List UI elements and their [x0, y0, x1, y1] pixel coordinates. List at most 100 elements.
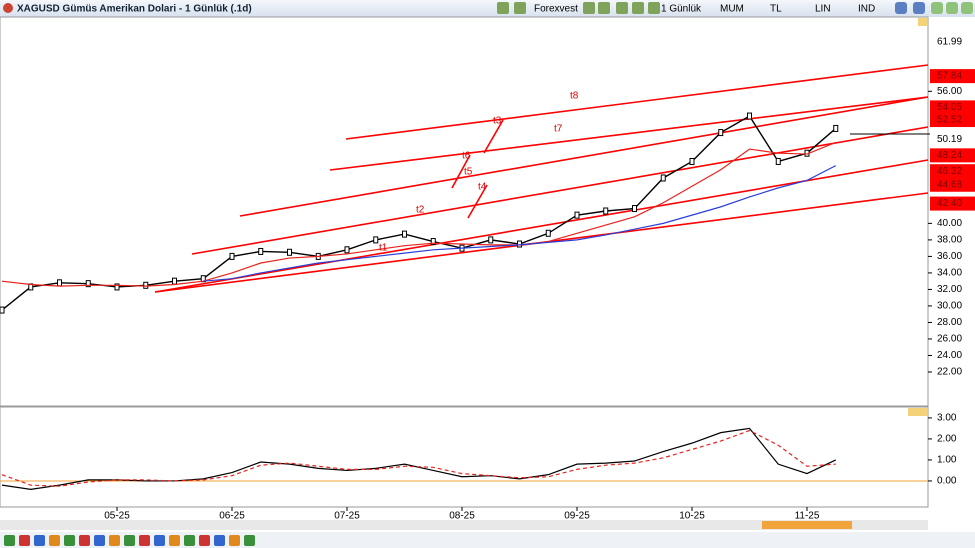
tool-icon[interactable] [583, 2, 595, 14]
candle [775, 157, 781, 165]
candle [545, 229, 551, 237]
toolbar-icon[interactable] [244, 535, 255, 546]
price-level-label: 46.32 [937, 166, 962, 177]
series-line [1, 429, 836, 487]
candle [373, 236, 379, 244]
tool-icon[interactable] [598, 2, 610, 14]
tool-icon[interactable] [632, 2, 644, 14]
candle [689, 157, 695, 165]
trend-label: t5 [464, 167, 473, 178]
trend-label: t6 [462, 151, 471, 162]
price-level-label: 44.68 [937, 179, 962, 190]
x-tick-label: 08-25 [449, 511, 475, 522]
bottom-toolbar [0, 532, 975, 548]
toolbar-item[interactable]: LIN [815, 4, 831, 15]
toolbar-icon[interactable] [34, 535, 45, 546]
tool-icon[interactable] [961, 2, 973, 14]
oscillator-panel [0, 406, 929, 508]
candle [344, 246, 350, 254]
tool-icon[interactable] [913, 2, 925, 14]
candle [488, 236, 494, 244]
toolbar-item[interactable]: MUM [720, 4, 744, 15]
price-level-box [930, 148, 975, 163]
trend-label: t3 [493, 116, 502, 127]
y-tick-label: 3.00 [937, 413, 957, 424]
toolbar-item[interactable]: Forexvest [534, 4, 578, 15]
title-bar [0, 0, 975, 17]
toolbar-icon[interactable] [184, 535, 195, 546]
y-tick-label: 28.00 [937, 317, 962, 328]
price-level-label: 57.84 [937, 71, 962, 82]
price-level-box [930, 100, 975, 115]
window-title: XAGUSD Gümüs Amerikan Dolari - 1 Günlük … [17, 4, 252, 15]
tool-icon[interactable] [931, 2, 943, 14]
price-level-label: 50.19 [937, 134, 962, 145]
y-tick-label: 2.00 [937, 434, 957, 445]
toolbar-item[interactable]: 1 Günlük [661, 4, 702, 15]
x-tick-label: 07-25 [334, 511, 360, 522]
tool-icon[interactable] [616, 2, 628, 14]
scroll-thumb[interactable] [762, 521, 852, 529]
x-tick-label: 09-25 [564, 511, 590, 522]
candle [258, 247, 264, 255]
price-level-box [930, 132, 975, 147]
toolbar-item[interactable]: IND [858, 4, 875, 15]
candle [57, 279, 62, 287]
toolbar-icon[interactable] [109, 535, 120, 546]
trend-label: t4 [478, 182, 487, 193]
toolbar-icon[interactable] [49, 535, 60, 546]
candle [660, 174, 666, 182]
candle [747, 112, 752, 120]
price-level-label: 54.05 [937, 102, 962, 113]
tool-icon[interactable] [895, 2, 907, 14]
candle [0, 306, 5, 314]
scrollbar[interactable] [0, 520, 928, 530]
tool-icon[interactable] [946, 2, 958, 14]
candle [287, 248, 292, 256]
toolbar-icon[interactable] [199, 535, 210, 546]
panel-button[interactable] [918, 18, 927, 26]
price-level-box [930, 177, 975, 192]
trend-label: t1 [379, 243, 388, 254]
candle [85, 280, 91, 288]
toolbar-item[interactable]: TL [770, 4, 782, 15]
toolbar-icon[interactable] [4, 535, 15, 546]
toolbar-icon[interactable] [64, 535, 75, 546]
toolbar-icon[interactable] [154, 535, 165, 546]
tool-icon[interactable] [648, 2, 660, 14]
panel-button[interactable] [908, 408, 927, 416]
y-tick-label: 26.00 [937, 334, 962, 345]
trend-label: t7 [554, 124, 563, 135]
candle [114, 283, 120, 291]
price-level-label: 48.24 [937, 150, 962, 161]
tool-icon[interactable] [514, 2, 526, 14]
trend-label: t8 [570, 91, 579, 102]
candle [718, 129, 724, 137]
y-tick-label: 36.00 [937, 251, 962, 262]
candle [632, 205, 637, 213]
toolbar-icon[interactable] [214, 535, 225, 546]
toolbar-icon[interactable] [169, 535, 180, 546]
candle [143, 281, 149, 289]
price-level-box [930, 113, 975, 128]
toolbar-icon[interactable] [139, 535, 150, 546]
candle [833, 124, 839, 132]
x-tick-label: 11-25 [795, 511, 820, 522]
toolbar-icon[interactable] [19, 535, 30, 546]
toolbar-icon[interactable] [94, 535, 105, 546]
toolbar-icon[interactable] [124, 535, 135, 546]
candle [603, 207, 609, 215]
candle [517, 240, 522, 248]
candle [229, 252, 235, 260]
price-panel [0, 16, 929, 407]
series-line [203, 165, 837, 282]
tool-icon[interactable] [497, 2, 509, 14]
price-level-label: 42.40 [937, 198, 962, 209]
candle [172, 277, 177, 285]
y-tick-label: 34.00 [937, 268, 962, 279]
toolbar-icon[interactable] [229, 535, 240, 546]
candle [574, 211, 580, 219]
toolbar-icon[interactable] [79, 535, 90, 546]
y-tick-label: 30.00 [937, 301, 962, 312]
price-level-label: 61.99 [937, 36, 962, 47]
